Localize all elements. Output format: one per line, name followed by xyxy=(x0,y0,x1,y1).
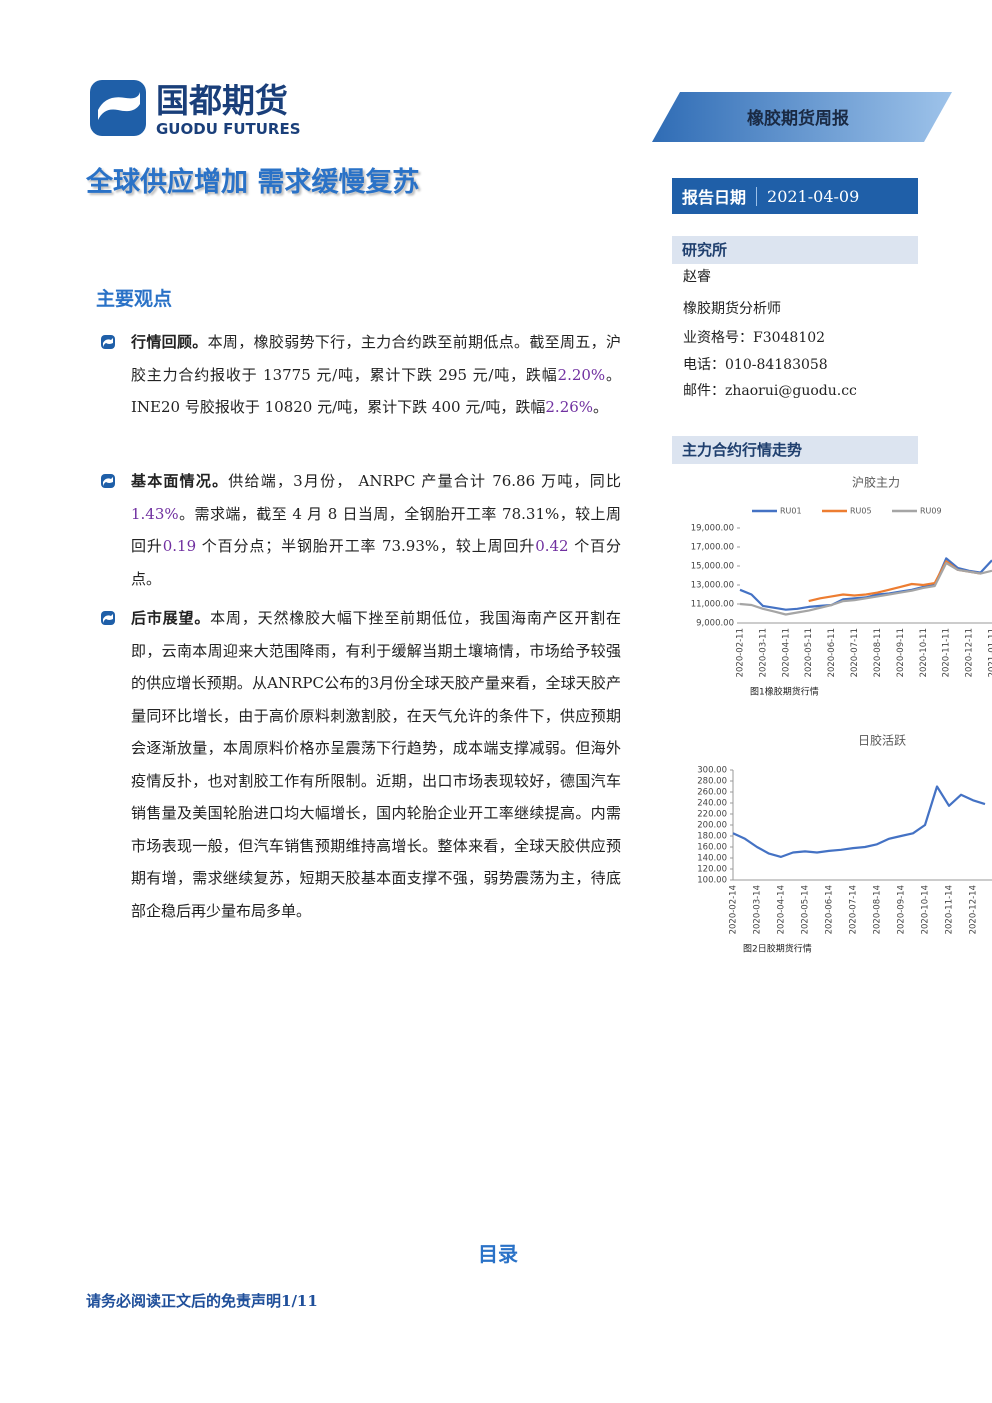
y-tick-label: 240.00 xyxy=(697,799,727,809)
bullet-icon xyxy=(101,611,115,625)
section-bar: 研究所 xyxy=(672,236,918,264)
point-text: 。需求端，截至 4 月 8 日当周，全钢胎开工率 78.31%，较上周回升 xyxy=(131,504,621,556)
key-point: 基本面情况。供给端，3月份， ANRPC 产量合计 76.86 万吨，同比 1.4… xyxy=(100,465,621,595)
x-tick-label: 2020-02-14 xyxy=(729,885,739,934)
chart-title: 日胶活跃 xyxy=(858,733,906,748)
x-tick-label: 2020-09-11 xyxy=(896,628,906,677)
x-tick-label: 2020-11-11 xyxy=(942,628,952,677)
point-highlight: 0.19 xyxy=(162,537,197,555)
x-tick-label: 2020-12-11 xyxy=(965,628,975,677)
date: 2021-04-09 xyxy=(756,186,869,206)
x-tick-label: 2020-03-11 xyxy=(758,628,768,677)
date-box: 报告日期 2021-04-09 xyxy=(672,178,918,214)
date-label: 报告日期 xyxy=(682,188,747,207)
main-heading: 主要观点 xyxy=(96,288,173,310)
chart-caption: 图2日胶期货行情 xyxy=(743,943,812,955)
bullet-swirl xyxy=(103,614,113,623)
x-tick-label: 2020-10-11 xyxy=(919,628,929,677)
x-tick-label: 2020-06-14 xyxy=(825,885,835,934)
chart-caption: 图1橡胶期货行情 xyxy=(750,686,819,698)
x-tick-label: 2020-02-11 xyxy=(736,628,746,677)
report-title: 全球供应增加 需求缓慢复苏 xyxy=(86,167,420,198)
bullet-icon xyxy=(101,474,115,488)
banner-shape xyxy=(652,92,952,142)
x-tick-label: 2020-07-11 xyxy=(850,628,860,677)
bullet-swirl xyxy=(103,477,113,486)
footer: 请务必阅读正文后的免责声明1/11 xyxy=(86,1292,318,1310)
x-tick-label: 2020-11-14 xyxy=(945,885,955,934)
x-tick-label: 2020-06-11 xyxy=(827,628,837,677)
y-tick-label: 13,000.00 xyxy=(691,581,734,591)
x-tick-label: 2020-07-14 xyxy=(849,885,859,934)
y-tick-label: 100.00 xyxy=(697,876,727,886)
x-tick-label: 2020-05-11 xyxy=(804,628,814,677)
analyst-role: 橡胶期货分析师 xyxy=(683,301,781,317)
legend-label: RU01 xyxy=(780,507,802,516)
x-tick-label: 2020-10-14 xyxy=(921,885,931,934)
point-heading: 行情回顾。 xyxy=(131,333,208,351)
series-line xyxy=(739,562,992,616)
y-tick-label: 260.00 xyxy=(697,788,727,798)
point-highlight: 1.43% xyxy=(131,504,179,523)
legend-label: RU05 xyxy=(850,507,872,516)
x-tick-label: 2021-01-11 xyxy=(988,628,992,677)
x-tick-label: 2020-08-11 xyxy=(873,628,883,677)
point-highlight: 2.26% xyxy=(545,398,594,416)
x-tick-label: 2020-04-11 xyxy=(781,628,791,677)
section-bar: 主力合约行情走势 xyxy=(672,436,918,464)
chart-title: 沪胶主力 xyxy=(852,475,900,490)
point-text: 本周，天然橡胶大幅下挫至前期低位，我国海南产区开割在即，云南本周迎来大范围降雨，… xyxy=(131,609,621,920)
logo-cn: 国都期货 xyxy=(156,81,288,120)
point-highlight: 2.20% xyxy=(557,365,606,384)
analyst-license: 业资格号：F3048102 xyxy=(683,330,826,346)
point-heading: 基本面情况。 xyxy=(131,472,229,490)
y-tick-label: 160.00 xyxy=(697,843,727,853)
x-tick-label: 2020-08-14 xyxy=(873,885,883,934)
y-tick-label: 19,000.00 xyxy=(691,524,734,534)
x-tick-label: 2020-12-14 xyxy=(969,885,979,934)
analyst-phone: 电话：010-84183058 xyxy=(683,357,828,373)
point-text: 。INE20 号胶报收于 10820 元/吨，累计下跌 400 元/吨，跌幅 xyxy=(131,365,621,417)
point-text: 个百分点；半钢胎开工率 73.93%，较上周回升 xyxy=(196,537,536,555)
y-tick-label: 140.00 xyxy=(697,854,727,864)
toc-heading: 目录 xyxy=(478,1242,518,1266)
y-tick-label: 300.00 xyxy=(697,766,727,776)
point-heading: 后市展望。 xyxy=(131,609,211,627)
x-tick-label: 2020-05-14 xyxy=(801,885,811,934)
point-text: 本周，橡胶弱势下行，主力合约跌至前期低点。截至周五，沪胶主力合约报收于 1377… xyxy=(131,333,621,384)
point-text: 。 xyxy=(593,398,609,416)
y-tick-label: 17,000.00 xyxy=(691,543,734,553)
legend-label: RU09 xyxy=(920,507,942,516)
y-tick-label: 11,000.00 xyxy=(691,600,734,610)
x-tick-label: 2020-09-14 xyxy=(897,885,907,934)
y-tick-label: 180.00 xyxy=(697,832,727,842)
series-line xyxy=(732,785,986,858)
y-tick-label: 15,000.00 xyxy=(691,562,734,572)
point-text: 供给端，3月份， ANRPC 产量合计 76.86 万吨，同比 xyxy=(228,472,621,490)
point-text: 个百分点。 xyxy=(131,537,621,588)
bullet-icon xyxy=(101,335,115,349)
logo-swirl xyxy=(98,92,140,120)
bullet-swirl xyxy=(103,338,113,347)
key-point: 后市展望。本周，天然橡胶大幅下挫至前期低位，我国海南产区开割在即，云南本周迎来大… xyxy=(100,602,621,927)
y-tick-label: 200.00 xyxy=(697,821,727,831)
analyst-name: 赵睿 xyxy=(683,269,711,285)
banner-text: 橡胶期货周报 xyxy=(747,108,849,129)
logo: 国都期货 GUODU FUTURES xyxy=(90,80,301,138)
y-tick-label: 9,000.00 xyxy=(696,619,734,629)
x-tick-label: 2020-03-14 xyxy=(753,885,763,934)
y-tick-label: 120.00 xyxy=(697,865,727,875)
key-point: 行情回顾。本周，橡胶弱势下行，主力合约跌至前期低点。截至周五，沪胶主力合约报收于… xyxy=(100,326,621,424)
logo-en: GUODU FUTURES xyxy=(156,120,301,138)
analyst-email: 邮件：zhaorui@guodu.cc xyxy=(683,383,857,399)
x-tick-label: 2020-04-14 xyxy=(777,885,787,934)
banner: 橡胶期货周报 xyxy=(652,92,952,142)
point-highlight: 0.42 xyxy=(535,537,569,555)
y-tick-label: 280.00 xyxy=(697,777,727,787)
y-tick-label: 220.00 xyxy=(697,810,727,820)
